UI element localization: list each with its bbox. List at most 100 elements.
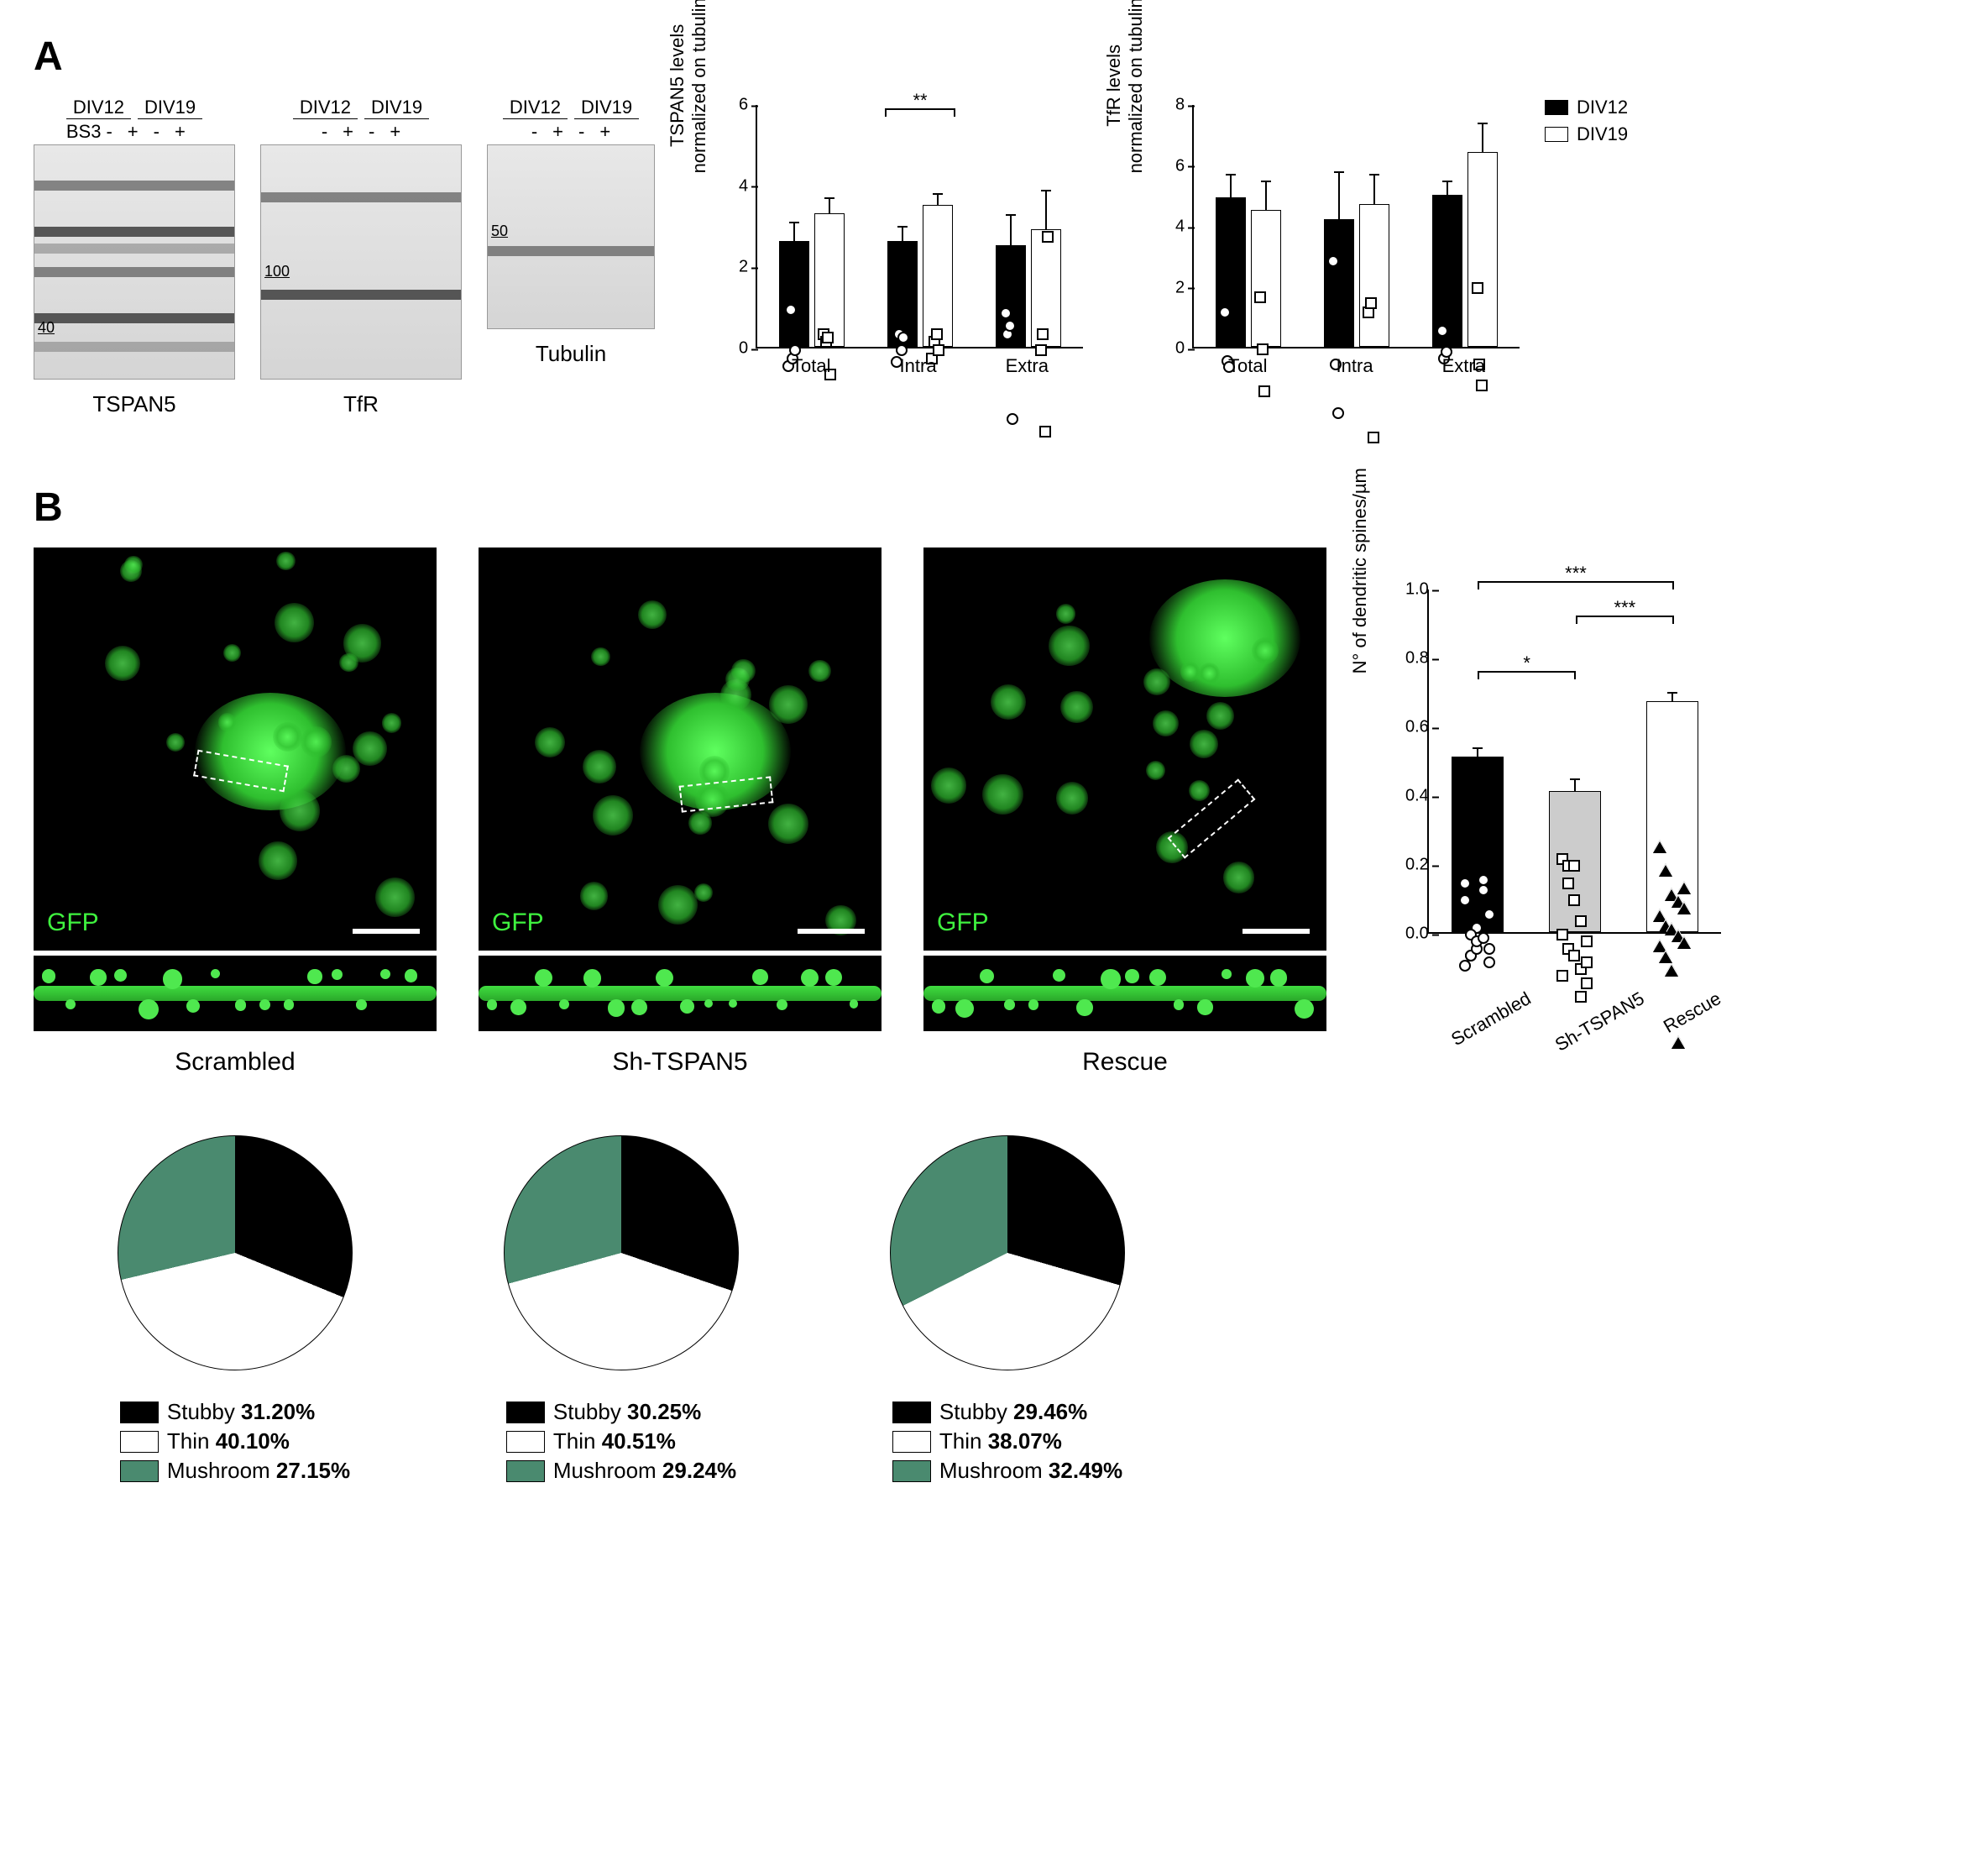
condition-label: Scrambled (175, 1048, 295, 1077)
xlabels: ScrambledSh-TSPAN5Rescue (1429, 988, 1721, 1009)
tspan5-chart-ylabel: TSPAN5 levels normalized on tubulin (667, 0, 710, 173)
bar (887, 241, 918, 347)
xlabels: Total Intra Extra (757, 350, 1083, 377)
bs3-sign: - (322, 121, 327, 143)
bs3-label: BS3 (66, 121, 102, 143)
dendrite-zoom (923, 956, 1326, 1031)
error-bar (793, 222, 795, 242)
legend-swatch (892, 1460, 931, 1482)
bs3-sign: + (390, 121, 400, 143)
legend-row: Thin 40.10% (120, 1428, 350, 1454)
error-bar (1010, 214, 1012, 247)
legend-swatch (1545, 100, 1568, 115)
blot-name: Tubulin (536, 341, 606, 367)
ytick: 0.8 (1405, 649, 1429, 668)
neuron-column: GFP Scrambled (34, 548, 437, 1077)
legend-row: Thin 38.07% (892, 1428, 1122, 1454)
bs3-sign: - (106, 121, 112, 143)
bar (996, 245, 1026, 347)
blot-image: 100⬅ (260, 144, 462, 380)
error-bar (902, 226, 903, 242)
data-point (1659, 950, 1672, 961)
error-bar (1373, 174, 1375, 204)
legend-text: Thin 38.07% (939, 1428, 1062, 1454)
legend-swatch (506, 1431, 545, 1453)
ytick: 8 (1175, 96, 1185, 115)
pie-legend: Stubby 31.20% Thin 40.10% Mushroom 27.15% (120, 1396, 350, 1487)
sig-stars: *** (1614, 597, 1635, 619)
gfp-label: GFP (937, 909, 989, 937)
blot-tubulin: DIV12DIV19-+-+50Tubulin (487, 97, 655, 417)
bs3-sign: - (578, 121, 584, 143)
data-point (1483, 909, 1495, 920)
ytick: 1.0 (1405, 580, 1429, 600)
data-point (1575, 915, 1587, 927)
data-point (1653, 840, 1666, 851)
error-bar (1045, 190, 1047, 230)
bar (1031, 229, 1061, 347)
bar-group (1432, 152, 1498, 347)
ytick: 4 (1175, 217, 1185, 237)
legend-swatch (506, 1460, 545, 1482)
panel-a-legend: DIV12DIV19 (1545, 97, 1628, 382)
legend-row: Mushroom 29.24% (506, 1458, 736, 1484)
data-point (1671, 1035, 1685, 1047)
pie-chart (118, 1135, 353, 1370)
bar (1452, 757, 1504, 932)
pie-charts-row: Stubby 31.20%Thin 40.10%Mushroom 27.15%S… (34, 1135, 1954, 1487)
scale-bar (798, 929, 865, 934)
data-point (1581, 956, 1593, 968)
sig-stars: * (1523, 652, 1530, 674)
ytick: 6 (1175, 156, 1185, 176)
mw-label: 100 (264, 263, 290, 280)
legend-swatch (120, 1431, 159, 1453)
blot-tspan5: DIV12DIV19BS3-+-+40⬅TSPAN5 (34, 97, 235, 417)
blot-name: TfR (343, 391, 379, 417)
data-point (1562, 878, 1574, 889)
xlabel: Extra (1006, 355, 1049, 377)
legend-row: DIV19 (1545, 123, 1628, 145)
pie-column: Stubby 31.20% Thin 40.10% Mushroom 27.15% (118, 1135, 353, 1487)
bs3-sign: + (128, 121, 139, 143)
dendrite-zoom (479, 956, 882, 1031)
tfr-chart-ylabel: TfR levels normalized on tubulin (1103, 0, 1147, 173)
data-point (1436, 325, 1448, 337)
bs3-sign: - (369, 121, 374, 143)
error-bar (1338, 171, 1340, 220)
data-point (1568, 860, 1580, 872)
xlabel: Extra (1442, 355, 1485, 377)
spine-chart-ylabel: N° of dendritic spines/µm (1349, 468, 1371, 673)
pie-chart (504, 1135, 739, 1370)
legend-text: Stubby 30.25% (553, 1399, 701, 1425)
data-point (1568, 950, 1580, 961)
error-bar (1447, 181, 1448, 196)
legend-text: Stubby 31.20% (167, 1399, 315, 1425)
ytick: 0.6 (1405, 718, 1429, 737)
panel-a-label: A (34, 34, 1954, 80)
data-point (1459, 960, 1471, 972)
data-point (1368, 432, 1379, 443)
bar (779, 241, 809, 347)
xlabel: Intra (900, 355, 937, 377)
bs3-sign: + (552, 121, 563, 143)
sig-stars: *** (1565, 563, 1587, 584)
data-point (1000, 307, 1012, 319)
xlabels: TotalIntraExtra (1194, 350, 1520, 377)
condition-label: Sh-TSPAN5 (612, 1048, 747, 1077)
bs3-sign: + (599, 121, 610, 143)
data-point (1219, 307, 1231, 318)
gfp-label: GFP (47, 909, 99, 937)
xlabel: Total (792, 355, 830, 377)
legend-text: Thin 40.51% (553, 1428, 676, 1454)
error-bar (1574, 778, 1576, 792)
neuron-image: GFP (34, 548, 437, 951)
xlabel: Scrambled (1447, 988, 1535, 1051)
bar (1216, 197, 1246, 347)
legend-text: Mushroom 27.15% (167, 1458, 350, 1484)
ytick: 4 (739, 176, 748, 196)
dendrite-zoom (34, 956, 437, 1031)
bar (1646, 701, 1698, 932)
data-point (931, 328, 943, 340)
legend-row: Stubby 31.20% (120, 1399, 350, 1425)
bars-area (1429, 589, 1721, 932)
